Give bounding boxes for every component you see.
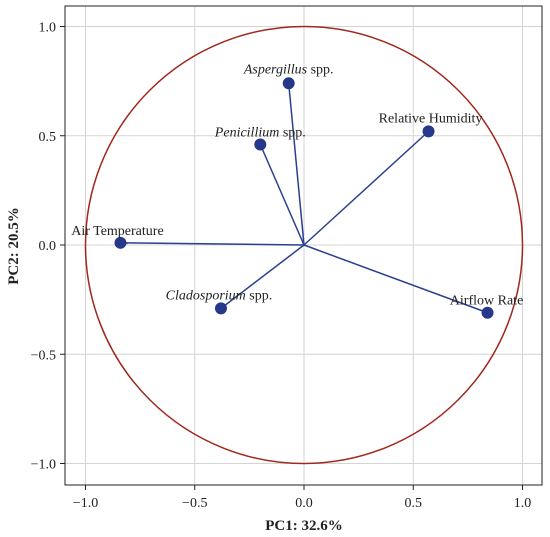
loading-point — [214, 302, 227, 315]
point-label-suffix: spp. — [307, 62, 333, 77]
loading-points: Aspergillus spp.Penicillium spp.Relative… — [71, 62, 523, 319]
y-axis-ticks: −1.0 −0.5 0.0 0.5 1.0 — [31, 21, 65, 473]
y-tick-label: 0.5 — [39, 130, 57, 145]
loading-vector — [303, 244, 488, 314]
point-label-suffix: spp. — [279, 125, 305, 140]
y-tick-label: 1.0 — [39, 21, 57, 36]
loading-point — [282, 77, 295, 90]
loading-vector — [303, 130, 430, 246]
point-label-name: Aspergillus — [243, 62, 308, 77]
x-tick-label: −1.0 — [73, 496, 98, 511]
y-tick-label: 0.0 — [39, 239, 57, 254]
x-axis-label: PC1: 32.6% — [265, 518, 343, 534]
point-label-name: Airflow Rate — [450, 294, 523, 309]
loading-vector — [287, 83, 305, 246]
y-tick-label: −0.5 — [31, 348, 56, 363]
loading-point — [254, 138, 267, 151]
point-label: Airflow Rate — [450, 294, 523, 309]
point-label: Penicillium spp. — [214, 125, 306, 140]
loading-vectors — [120, 83, 488, 314]
x-tick-label: 0.0 — [295, 496, 313, 511]
loading-point — [422, 125, 435, 138]
point-label: Aspergillus spp. — [243, 62, 334, 77]
loading-vector — [259, 144, 305, 246]
unit-circle — [84, 25, 524, 465]
x-tick-label: 0.5 — [405, 496, 423, 511]
loading-point — [114, 236, 127, 249]
y-tick-label: −1.0 — [31, 458, 56, 473]
loading-point — [481, 306, 494, 319]
point-label-name: Relative Humidity — [379, 111, 483, 126]
point-label-name: Cladosporium — [166, 288, 246, 303]
point-label: Relative Humidity — [379, 111, 483, 126]
point-label-name: Air Temperature — [71, 224, 163, 239]
point-label: Cladosporium spp. — [166, 288, 273, 303]
loading-vector — [120, 242, 305, 246]
point-label-name: Penicillium — [214, 125, 280, 140]
loading-vector — [220, 244, 305, 309]
x-tick-label: −0.5 — [182, 496, 207, 511]
point-label: Air Temperature — [71, 224, 163, 239]
point-label-suffix: spp. — [246, 288, 272, 303]
x-axis-ticks: −1.0 −0.5 0.0 0.5 1.0 — [73, 485, 531, 511]
y-axis-label: PC2: 20.5% — [6, 207, 22, 285]
x-tick-label: 1.0 — [514, 496, 532, 511]
